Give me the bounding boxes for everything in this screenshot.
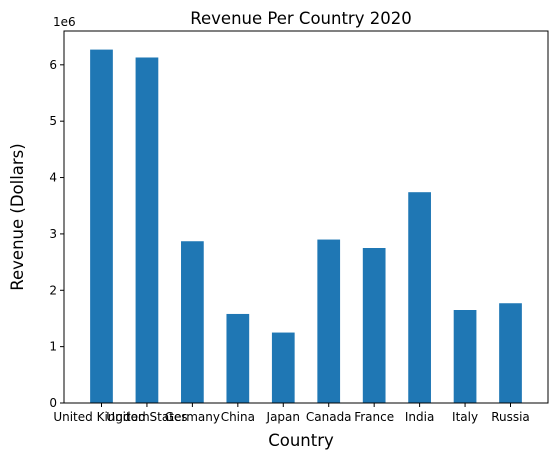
x-tick-label: Italy	[452, 410, 478, 424]
bar-germany	[181, 241, 204, 403]
chart-title: Revenue Per Country 2020	[190, 9, 411, 28]
bar-canada	[317, 239, 341, 403]
y-tick-label: 2	[49, 283, 57, 297]
x-tick-label: United States	[106, 410, 187, 424]
x-tick-label: China	[221, 410, 255, 424]
x-tick-label: France	[354, 410, 394, 424]
x-tick-label: Germany	[165, 410, 220, 424]
y-tick-label: 4	[49, 171, 57, 185]
bar-france	[362, 248, 386, 403]
y-tick-label: 1	[49, 340, 57, 354]
bar-united-kingdom	[90, 49, 113, 403]
x-tick-label: United Kingdom	[53, 410, 149, 424]
bar-russia	[499, 303, 522, 403]
y-tick-label: 3	[49, 227, 57, 241]
bar-united-states	[135, 57, 159, 404]
bar-italy	[453, 310, 477, 403]
y-tick-label: 0	[49, 396, 57, 410]
x-axis-label: Country	[268, 431, 334, 450]
y-tick-label: 6	[49, 58, 57, 72]
y-tick-label: 5	[49, 114, 57, 128]
y-axis-label: Revenue (Dollars)	[8, 143, 27, 290]
bar-india	[408, 192, 431, 403]
x-tick-label: Japan	[266, 410, 300, 424]
x-tick-label: Russia	[491, 410, 530, 424]
bar-china	[226, 313, 250, 403]
y-offset-label: 1e6	[53, 15, 76, 29]
plot-frame	[63, 30, 549, 404]
x-tick-label: India	[405, 410, 434, 424]
x-tick-label: Canada	[306, 410, 352, 424]
bar-japan	[271, 332, 295, 403]
